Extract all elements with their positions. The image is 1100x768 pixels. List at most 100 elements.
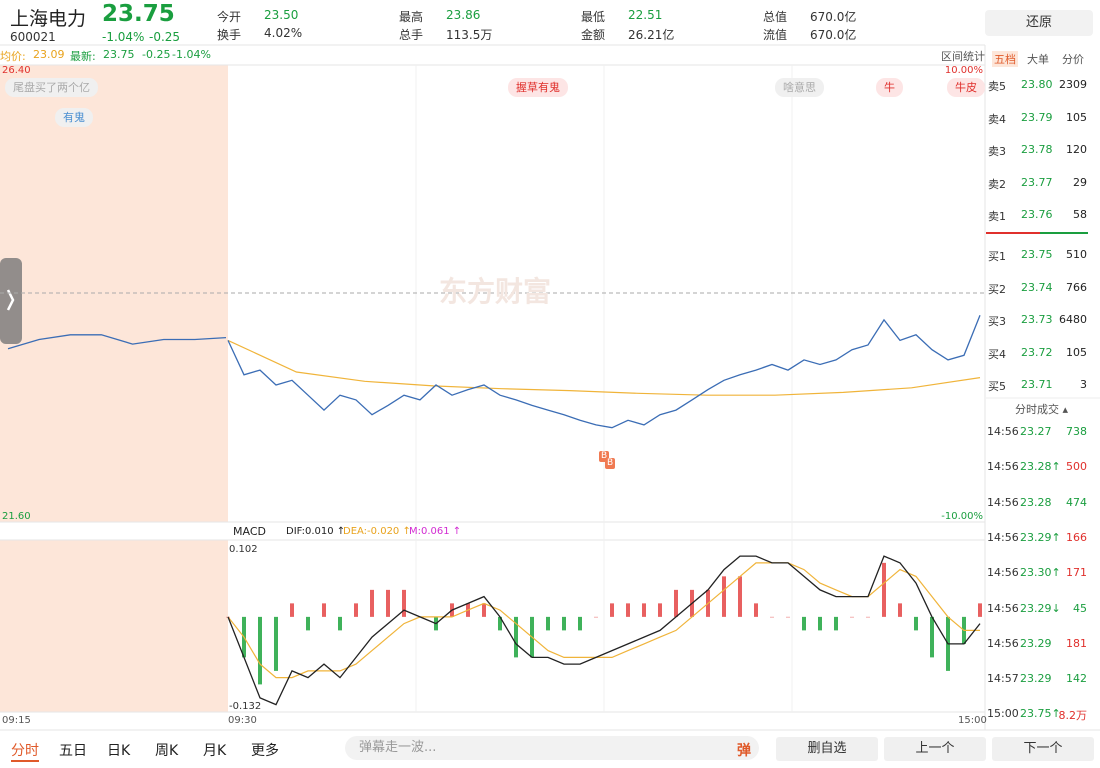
stat-value: 22.51 <box>628 8 663 22</box>
book-label: 卖2 <box>988 177 1006 191</box>
stat-label: 总值 <box>763 10 788 24</box>
macd-bar <box>626 603 630 617</box>
stat-value: 26.21亿 <box>628 28 675 42</box>
range-stats[interactable]: 区间统计 <box>941 50 985 63</box>
side-handle[interactable] <box>0 258 22 344</box>
trade-price: 23.29 <box>1020 636 1052 650</box>
stat-label: 最低 <box>581 10 606 24</box>
macd-bar <box>914 616 918 631</box>
period-tab[interactable]: 周K <box>155 743 179 759</box>
book-price: 23.80 <box>1021 78 1053 91</box>
latest-pct: -1.04% <box>172 48 211 61</box>
book-label: 卖4 <box>988 112 1006 126</box>
trades-title[interactable]: 分时成交 ▴ <box>1015 403 1069 416</box>
book-price: 23.79 <box>1021 110 1053 124</box>
trade-time: 14:57 <box>987 672 1019 686</box>
macd-dif: DIF:0.010 ↑ <box>286 526 346 537</box>
book-price: 23.76 <box>1021 208 1053 221</box>
book-vol: 6480 <box>1059 313 1087 326</box>
trade-price: 23.75↑ <box>1020 707 1061 721</box>
trade-marker: B <box>599 451 610 462</box>
trade-price: 23.29 <box>1020 672 1052 686</box>
macd-dea: DEA:-0.020 ↑ <box>343 526 411 537</box>
y-top-label: 26.40 <box>2 65 31 76</box>
macd-bar <box>258 616 262 685</box>
trade-vol: 181 <box>1066 636 1087 650</box>
nav-button[interactable]: 上一个 <box>884 737 986 761</box>
period-tab[interactable]: 分时 <box>11 740 39 762</box>
macd-bar <box>818 616 822 631</box>
trade-time: 14:56 <box>987 425 1019 438</box>
stock-price: 23.75 <box>102 1 175 27</box>
macd-bottom-label: -0.132 <box>229 701 261 712</box>
latest-value: 23.75 <box>103 48 135 61</box>
book-price: 23.72 <box>1021 345 1053 359</box>
macd-bar <box>642 603 646 617</box>
book-label: 买1 <box>988 250 1006 263</box>
trade-price: 23.29↑ <box>1020 530 1061 544</box>
nav-button[interactable]: 下一个 <box>992 737 1094 761</box>
dif-line <box>227 555 981 706</box>
book-vol: 105 <box>1066 345 1087 359</box>
book-tab[interactable]: 分价 <box>1062 53 1084 66</box>
restore-button[interactable]: 还原 <box>985 10 1093 36</box>
trade-price: 23.28 <box>1020 495 1052 509</box>
trade-time: 14:56 <box>987 566 1019 580</box>
nav-button[interactable]: 删自选 <box>776 737 878 761</box>
period-tab[interactable]: 月K <box>203 743 227 759</box>
stat-value: 113.5万 <box>446 28 493 42</box>
macd-bar <box>594 616 598 618</box>
stat-label: 今开 <box>217 10 242 24</box>
book-tab[interactable]: 五档 <box>992 51 1018 67</box>
x-tick-label: 09:30 <box>228 715 257 726</box>
book-vol: 105 <box>1066 110 1087 124</box>
trade-vol: 738 <box>1066 425 1087 438</box>
macd-bar <box>482 603 486 617</box>
book-label: 卖1 <box>988 210 1006 223</box>
macd-bar <box>850 616 854 618</box>
macd-bar <box>562 616 566 631</box>
macd-bar <box>290 603 294 617</box>
stock-name: 上海电力 <box>10 8 87 30</box>
y-bottom-label: 21.60 <box>2 511 31 522</box>
macd-title: MACD <box>233 525 266 538</box>
avg-value: 23.09 <box>33 48 65 61</box>
x-tick-label: 15:00 <box>958 715 987 726</box>
trade-vol: 45 <box>1073 601 1087 615</box>
book-label: 买2 <box>988 282 1006 296</box>
trade-time: 14:56 <box>987 530 1019 544</box>
auction-line <box>7 334 227 350</box>
book-price: 23.71 <box>1021 378 1053 391</box>
period-tab[interactable]: 更多 <box>251 743 279 759</box>
macd-bar <box>402 589 406 617</box>
book-tab[interactable]: 大单 <box>1027 53 1049 66</box>
stat-label: 最高 <box>399 10 424 24</box>
book-vol: 3 <box>1080 378 1087 391</box>
danmaku-comment: 牛皮 <box>947 78 985 97</box>
trade-price: 23.28↑ <box>1020 460 1061 474</box>
stat-label: 流值 <box>763 28 788 42</box>
danmaku-input[interactable]: 弹幕走一波... <box>345 736 759 760</box>
stat-value: 4.02% <box>264 26 303 40</box>
book-price: 23.78 <box>1021 143 1053 156</box>
book-price: 23.75 <box>1021 248 1053 261</box>
period-tab[interactable]: 五日 <box>59 743 87 759</box>
stat-label: 金额 <box>581 28 606 42</box>
trade-time: 14:56 <box>987 460 1019 474</box>
macd-bar <box>834 616 838 631</box>
book-label: 买5 <box>988 380 1006 393</box>
x-tick-label: 09:15 <box>2 715 31 726</box>
macd-bar <box>322 603 326 617</box>
danmaku-toggle[interactable]: 弹 <box>737 743 751 759</box>
stat-label: 总手 <box>399 28 424 42</box>
book-label: 买3 <box>988 315 1006 328</box>
period-tab[interactable]: 日K <box>107 743 131 759</box>
stat-label: 换手 <box>217 28 242 42</box>
trade-time: 15:00 <box>987 707 1019 721</box>
book-vol: 510 <box>1066 248 1087 261</box>
avg-line <box>227 339 981 396</box>
macd-top-label: 0.102 <box>229 544 258 555</box>
trade-time: 14:56 <box>987 601 1019 615</box>
